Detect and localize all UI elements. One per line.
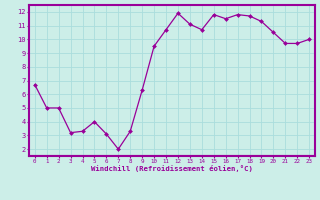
X-axis label: Windchill (Refroidissement éolien,°C): Windchill (Refroidissement éolien,°C) (91, 165, 253, 172)
